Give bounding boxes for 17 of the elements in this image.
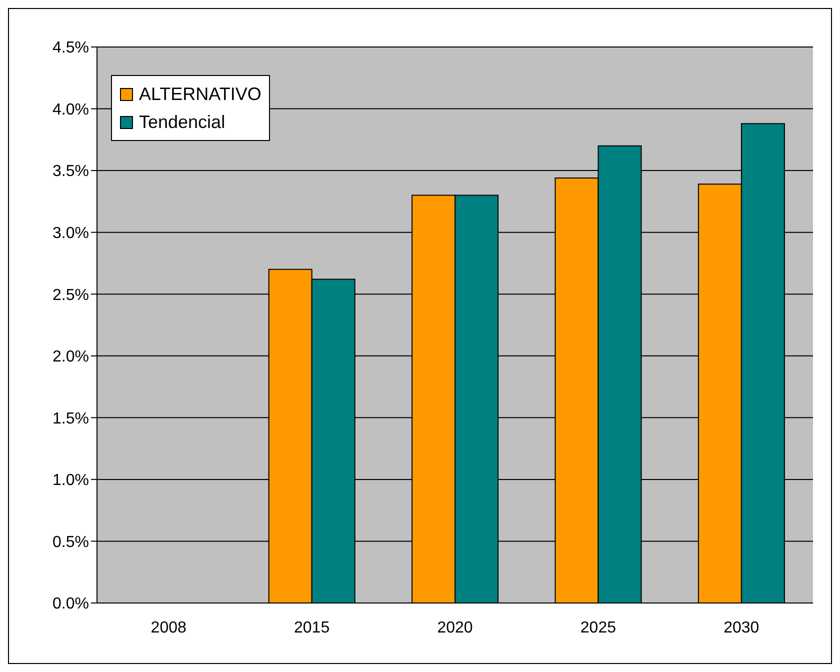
y-tick-label: 3.0% bbox=[52, 225, 89, 242]
y-tick-label: 0.0% bbox=[52, 596, 89, 613]
x-tick-label: 2020 bbox=[437, 619, 473, 636]
y-tick-label: 1.0% bbox=[52, 472, 89, 490]
legend-label: ALTERNATIVO bbox=[139, 83, 262, 106]
x-tick-label: 2030 bbox=[724, 619, 760, 636]
y-tick-label: 2.0% bbox=[52, 348, 89, 366]
y-tick-label: 2.5% bbox=[52, 286, 89, 304]
y-tick-label: 1.5% bbox=[52, 410, 89, 428]
legend-label: Tendencial bbox=[139, 111, 226, 134]
x-tick-label: 2015 bbox=[294, 619, 330, 636]
x-tick-label: 2008 bbox=[150, 619, 186, 636]
y-tick-label: 4.5% bbox=[52, 40, 89, 57]
y-tick-label: 4.0% bbox=[52, 101, 89, 118]
y-tick-label: 0.5% bbox=[52, 534, 89, 551]
y-tick-label: 3.5% bbox=[52, 163, 89, 180]
x-tick-label: 2025 bbox=[580, 619, 616, 636]
